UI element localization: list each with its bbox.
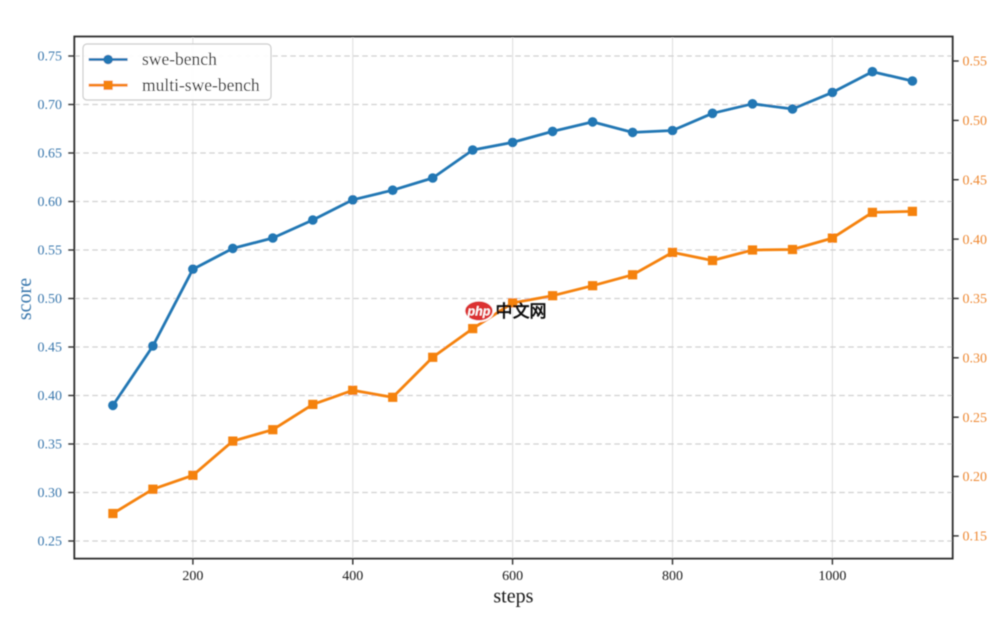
svg-text:steps: steps: [493, 586, 533, 608]
svg-text:multi-swe-bench: multi-swe-bench: [142, 75, 260, 95]
svg-text:600: 600: [502, 569, 523, 584]
svg-text:0.25: 0.25: [38, 535, 63, 550]
svg-text:0.55: 0.55: [963, 55, 988, 70]
svg-text:200: 200: [182, 569, 203, 584]
svg-text:0.30: 0.30: [38, 486, 63, 501]
svg-text:0.15: 0.15: [963, 530, 988, 545]
svg-text:中文网: 中文网: [496, 301, 547, 321]
svg-text:0.60: 0.60: [38, 195, 63, 210]
svg-text:0.35: 0.35: [38, 438, 63, 453]
svg-text:0.35: 0.35: [963, 292, 988, 307]
svg-text:400: 400: [342, 569, 363, 584]
svg-text:0.45: 0.45: [38, 341, 63, 356]
svg-text:0.40: 0.40: [38, 389, 63, 404]
svg-text:score: score: [14, 278, 36, 320]
svg-text:0.50: 0.50: [963, 114, 988, 129]
svg-text:0.65: 0.65: [38, 147, 63, 162]
svg-text:800: 800: [662, 569, 683, 584]
svg-text:0.70: 0.70: [38, 98, 63, 113]
svg-text:0.20: 0.20: [963, 470, 988, 485]
svg-text:0.45: 0.45: [963, 173, 988, 188]
svg-text:swe-bench: swe-bench: [142, 49, 217, 69]
svg-text:0.25: 0.25: [963, 411, 988, 426]
svg-text:0.40: 0.40: [963, 233, 988, 248]
svg-text:0.50: 0.50: [38, 292, 63, 307]
svg-text:0.55: 0.55: [38, 244, 63, 259]
svg-text:0.75: 0.75: [38, 50, 63, 65]
svg-text:0.30: 0.30: [963, 352, 988, 367]
svg-text:1000: 1000: [818, 569, 846, 584]
svg-text:php: php: [466, 304, 490, 318]
